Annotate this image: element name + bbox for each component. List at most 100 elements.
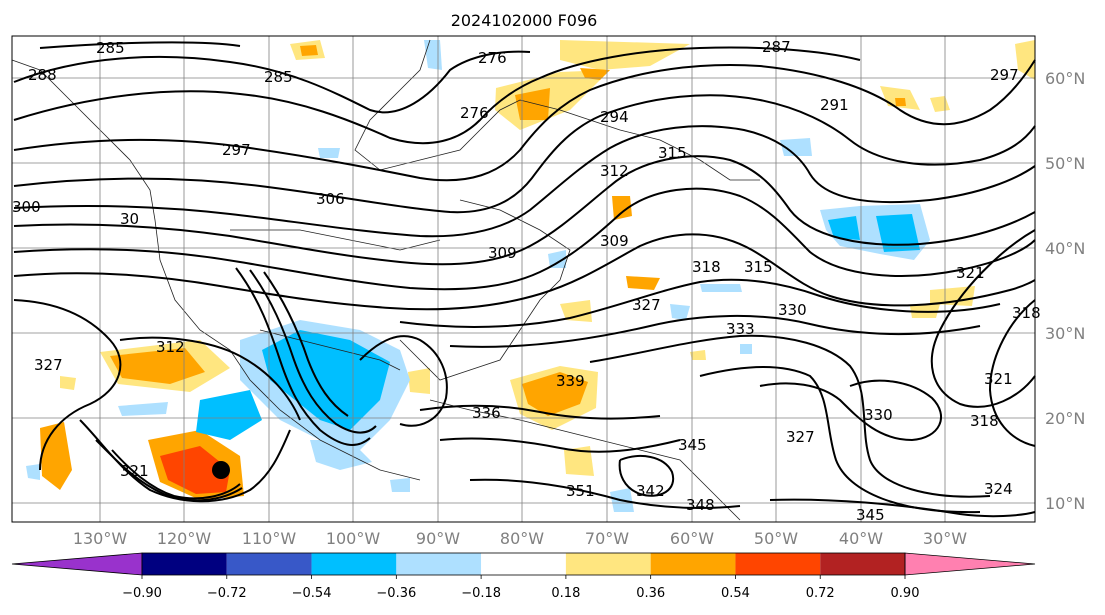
contour-327-west <box>13 299 122 471</box>
shade-pos-15b <box>160 446 230 494</box>
contour-label: 330 <box>778 301 807 319</box>
lon-label: 40°W <box>839 529 883 548</box>
colorbar-tick-label: 0.54 <box>721 586 750 601</box>
colorbar: −0.90 −0.72 −0.54 −0.36 −0.18 0.18 0.36 0.54 0.7… <box>11 552 1036 601</box>
colorbar-tick-label: 0.36 <box>636 586 665 601</box>
contour-324-west <box>95 439 243 502</box>
contour-312-west <box>119 336 301 421</box>
colorbar-bin <box>226 553 312 575</box>
contour-label: 300 <box>12 198 41 216</box>
contour-mexico-b <box>249 269 377 434</box>
shade-pos-3b <box>515 88 550 120</box>
colorbar-bin <box>311 553 397 575</box>
shade-pos-18 <box>408 368 430 394</box>
shade-neg-14 <box>390 478 410 492</box>
contour-306 <box>13 187 1036 291</box>
contour-label: 342 <box>636 482 665 500</box>
contour-label: 285 <box>264 68 293 86</box>
lon-label: 100°W <box>326 529 381 548</box>
shade-neg-1b <box>262 330 390 430</box>
lon-label: 50°W <box>754 529 798 548</box>
contour-303 <box>13 155 1036 266</box>
border-us-canada <box>230 229 441 251</box>
contour-label: 291 <box>820 96 849 114</box>
contour-label: 318 <box>1012 304 1041 322</box>
shade-neg-2 <box>196 390 262 440</box>
coast-canada <box>354 39 760 181</box>
colorbar-bin <box>735 553 821 575</box>
contour-315 <box>449 314 981 348</box>
colorbar-tick-label: 0.72 <box>806 586 835 601</box>
colorbar-frame <box>141 552 906 576</box>
tropical-cyclone-icon <box>212 461 230 479</box>
contour-330-east <box>759 379 943 442</box>
colorbar-bin <box>565 553 651 575</box>
lon-label: 110°W <box>242 529 297 548</box>
contour-label: 276 <box>460 104 489 122</box>
contour-label: 339 <box>556 372 585 390</box>
shade-pos-9 <box>626 276 660 290</box>
contour-label: 345 <box>856 506 885 524</box>
contour-label: 318 <box>970 412 999 430</box>
coastlines <box>11 39 760 521</box>
contour-label: 324 <box>984 480 1013 498</box>
contour-label: 312 <box>600 162 629 180</box>
lon-labels: 130°W 120°W 110°W 100°W 90°W 80°W 70°W 6… <box>73 529 967 548</box>
contour-label: 333 <box>726 320 755 338</box>
shade-pos-13b <box>110 348 205 384</box>
contour-label: 327 <box>34 356 63 374</box>
contour-label: 297 <box>990 66 1019 84</box>
shade-neg-4c <box>876 214 920 252</box>
shade-pos-1b <box>300 45 318 56</box>
contour-label: 288 <box>28 66 57 84</box>
contour-label: 315 <box>658 144 687 162</box>
contour-label: 321 <box>984 370 1013 388</box>
shade-neg-5 <box>780 138 812 156</box>
contour-label: 351 <box>566 482 595 500</box>
colorbar-tick-label: −0.18 <box>461 586 501 601</box>
contour-321 <box>699 365 981 514</box>
map-frame <box>11 35 1036 523</box>
lat-label: 10°N <box>1045 494 1085 513</box>
shade-neg-3 <box>310 440 372 470</box>
lon-label: 120°W <box>157 529 212 548</box>
shade-pos-19 <box>60 376 76 390</box>
colorbar-bin <box>650 553 736 575</box>
contour-gulf <box>359 335 448 427</box>
contour-318 <box>589 334 991 498</box>
contour-348 <box>469 478 741 509</box>
contour-label: 294 <box>600 108 629 126</box>
map-panel: 285 288 276 287 285 297 294 291 297 276 … <box>11 35 1041 524</box>
colorbar-tick-label: −0.54 <box>292 586 332 601</box>
contour-label: 315 <box>744 258 773 276</box>
contour-label: 345 <box>678 436 707 454</box>
contour-336 <box>419 404 661 420</box>
colorbar-bin <box>820 553 905 575</box>
colorbar-bin <box>481 553 566 575</box>
contour-label: 312 <box>156 338 185 356</box>
lat-labels: 60°N 50°N 40°N 30°N 20°N 10°N <box>1045 69 1085 513</box>
colorbar-extension-high <box>904 552 1036 576</box>
contour-label: 348 <box>686 496 715 514</box>
shade-neg-6 <box>424 40 442 70</box>
lon-label: 80°W <box>500 529 544 548</box>
contour-label: 285 <box>96 39 125 57</box>
lat-label: 40°N <box>1045 239 1085 258</box>
shade-neg-4b <box>828 216 860 240</box>
shade-pos-20 <box>690 350 706 360</box>
coast-caribbean <box>429 399 741 521</box>
contour-label: 287 <box>762 38 791 56</box>
shade-pos-11b <box>522 372 588 416</box>
shade-neg-15 <box>548 250 566 268</box>
contour-345-south <box>769 498 1036 518</box>
contour-label: 327 <box>786 428 815 446</box>
colorbar-bin <box>396 553 482 575</box>
lon-label: 30°W <box>923 529 967 548</box>
shade-pos-10 <box>560 300 592 322</box>
colorbar-tick-label: 0.18 <box>551 586 580 601</box>
lat-label: 20°N <box>1045 409 1085 428</box>
colorbar-tick-label: −0.90 <box>122 586 162 601</box>
contour-318-east <box>930 229 1036 408</box>
colorbar-extension-low <box>11 552 143 576</box>
